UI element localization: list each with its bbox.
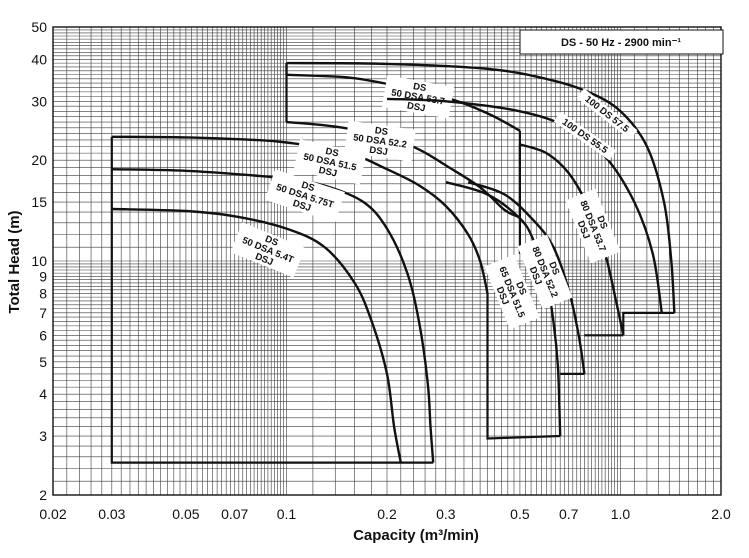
y-axis-title: Total Head (m)	[6, 210, 23, 313]
x-tick-label: 0.02	[39, 506, 66, 522]
curve-label-text: DS	[594, 214, 609, 230]
range-outline	[622, 311, 662, 336]
curve-50-ds-52-2	[286, 120, 521, 219]
x-tick-label: 2.0	[711, 506, 731, 522]
y-tick-label: 7	[39, 305, 47, 321]
range-outlines	[110, 63, 675, 464]
plot-border	[52, 26, 722, 496]
curve-label-text: DS	[546, 260, 561, 276]
curve-label-background	[344, 120, 416, 162]
curve-label-background	[381, 75, 455, 119]
curve-50-ds-5-4t	[111, 207, 402, 463]
y-tick-label: 8	[39, 285, 47, 301]
curve-label-background	[230, 222, 306, 278]
curve-label-text: DSJ	[406, 100, 426, 114]
curve-label-background	[553, 111, 617, 161]
curve-80-ds-52-2	[467, 181, 586, 375]
legend-frame	[519, 29, 724, 55]
curve-label-text: DSJ	[369, 145, 389, 158]
x-tick-label: 0.7	[559, 506, 579, 522]
curve-label-background	[484, 254, 540, 330]
x-tick-label: 0.1	[277, 506, 297, 522]
curve-label-text: DSJ	[291, 198, 312, 214]
x-axis-title: Capacity (m³/min)	[353, 527, 479, 544]
tick-labels: 0.02 0.03 0.05 0.07 0.1 0.2 0.3 0.5 0.7 1.0 2.0 2 3 4…	[31, 19, 731, 522]
curve-label-text: DS	[374, 125, 389, 138]
curve-label-text: DS	[324, 146, 339, 160]
curve-50-ds-51-5	[111, 135, 489, 294]
curve-label-text: DS	[513, 280, 528, 296]
curve-label-text: DSJ	[318, 165, 338, 180]
curve-label-text: DS	[263, 234, 279, 249]
curve-label-background	[565, 188, 621, 264]
legend-text: DS - 50 Hz - 2900 min⁻¹	[561, 37, 681, 49]
y-tick-label: 4	[39, 386, 47, 402]
curve-label-background	[576, 88, 638, 140]
y-tick-label: 10	[31, 253, 47, 269]
y-tick-label: 20	[31, 152, 47, 168]
y-tick-label: 30	[31, 93, 47, 109]
curve-50-ds-5-75t	[111, 168, 435, 463]
y-tick-label: 3	[39, 428, 47, 444]
y-tick-label: 2	[39, 487, 47, 503]
x-tick-label: 0.07	[221, 506, 248, 522]
x-tick-label: 0.03	[98, 506, 125, 522]
range-outline	[486, 293, 561, 440]
y-tick-label: 5	[39, 354, 47, 370]
x-tick-label: 1.0	[611, 506, 631, 522]
y-tick-label: 6	[39, 327, 47, 343]
x-tick-label: 0.3	[436, 506, 456, 522]
range-outline	[110, 136, 434, 464]
curve-100-ds-57-5	[286, 61, 676, 313]
x-tick-label: 0.5	[510, 506, 530, 522]
x-tick-label: 0.05	[172, 506, 199, 522]
x-tick-label: 0.2	[377, 506, 397, 522]
curve-label-text: DS	[412, 81, 427, 94]
curve-label-background	[517, 234, 573, 310]
y-tick-label: 15	[31, 194, 47, 210]
curve-label-background	[265, 169, 345, 223]
y-tick-label: 9	[39, 268, 47, 284]
y-tick-label: 40	[31, 51, 47, 67]
curve-label-text: DS	[300, 180, 316, 195]
y-tick-label: 50	[31, 19, 47, 35]
legend-box: DS - 50 Hz - 2900 min⁻¹	[519, 29, 724, 55]
